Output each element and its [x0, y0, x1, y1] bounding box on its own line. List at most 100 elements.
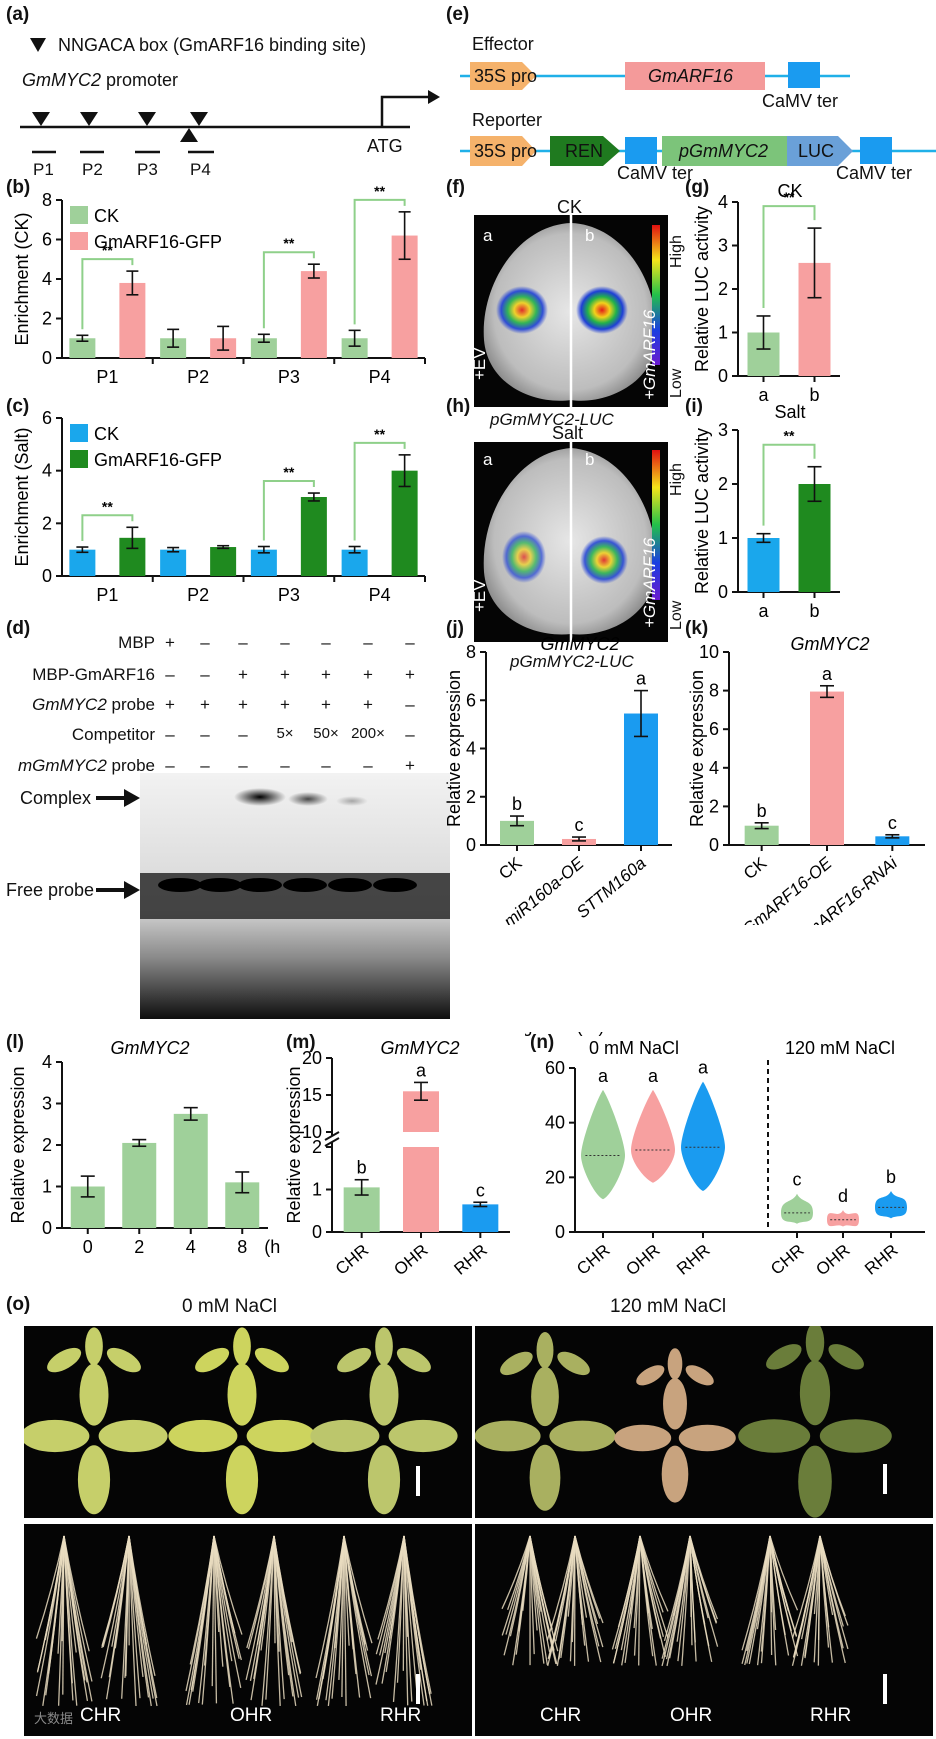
- panel-label-o: (o): [6, 1294, 31, 1315]
- panel-label-m: (m): [286, 1032, 316, 1053]
- bar: [562, 838, 596, 845]
- emsa-mark: +: [165, 695, 175, 714]
- chart-i: 0 1 2 3 Relative LUC activity Salt a b **: [692, 402, 840, 620]
- luc-image-ck: [474, 215, 668, 407]
- luc-ck-low: Low: [668, 368, 685, 398]
- leaflet: [396, 1347, 431, 1373]
- luc-ck-title: CK: [557, 197, 583, 217]
- luc-salt-title: Salt: [552, 423, 584, 443]
- significance-letter: b: [357, 1158, 367, 1178]
- root-strand: [512, 1535, 531, 1666]
- leaflet: [77, 1445, 111, 1515]
- significance-letter: a: [698, 1058, 709, 1078]
- bar: [341, 338, 368, 358]
- emsa-mark: –: [363, 756, 373, 775]
- chart-title: Salt: [774, 402, 805, 422]
- emsa-mark: –: [405, 725, 415, 744]
- violin: [681, 1081, 725, 1191]
- bar: [462, 1204, 499, 1232]
- reporter-promoter-box: [662, 136, 787, 166]
- x-tick-label: CHR: [573, 1241, 613, 1279]
- significance-label: **: [283, 235, 294, 251]
- y-tick-label: 3: [718, 236, 728, 256]
- complex-arrow-icon: [96, 789, 140, 807]
- reporter-ter2-text: CaMV ter: [836, 163, 913, 183]
- y-tick-label: 4: [466, 739, 476, 759]
- significance-bracket: [353, 441, 406, 541]
- root-strand: [403, 1535, 429, 1706]
- y-tick-label: 2: [42, 513, 52, 533]
- luc-salt-ev: +EV: [470, 579, 489, 612]
- y-tick-label: 3: [42, 1094, 52, 1114]
- scale-bar: [416, 1466, 420, 1496]
- luc-ck-ev: +EV: [470, 347, 489, 380]
- y-tick-label: 1: [312, 1180, 322, 1200]
- photo-line-ohr-0: OHR: [230, 1705, 273, 1726]
- significance-bracket: [262, 251, 315, 329]
- emsa-mark: –: [165, 756, 175, 775]
- y-tick-label: 1: [718, 528, 728, 548]
- bar: [744, 825, 779, 845]
- violin: [781, 1193, 813, 1224]
- panel-a-diagram: [20, 38, 440, 154]
- y-tick-label: 0: [709, 835, 719, 855]
- watermark: 大数据: [34, 1711, 74, 1726]
- significance-letter: b: [512, 794, 522, 814]
- panel-label-j: (j): [446, 618, 464, 639]
- promoter-gene-name: GmMYC2: [22, 70, 102, 90]
- binding-site-icon: [190, 112, 208, 126]
- leaflet: [685, 1365, 714, 1386]
- y-tick-label: 0: [466, 835, 476, 855]
- x-tick-label: CK: [495, 853, 526, 883]
- x-tick-label: CK: [740, 853, 771, 883]
- binding-site-legend: NNGACA box (GmARF16 binding site): [58, 35, 367, 55]
- root-strand: [63, 1535, 93, 1702]
- root-strand: [558, 1535, 576, 1660]
- panel-label-e: (e): [446, 4, 470, 25]
- effector-pro-text: 35S pro: [474, 66, 538, 86]
- bar: [160, 338, 187, 358]
- x-tick-label: P4: [369, 585, 391, 605]
- root-strand: [316, 1535, 345, 1707]
- reporter-terminator-1: [625, 137, 657, 164]
- y-tick-label: 15: [302, 1085, 322, 1105]
- y-axis-label: Relative expression: [8, 1066, 28, 1223]
- root-strand: [403, 1535, 432, 1694]
- root-strand: [672, 1535, 691, 1617]
- shoot-photo-120mM: [475, 1326, 933, 1518]
- y-tick-label: 8: [466, 642, 476, 662]
- legend-swatch: [70, 232, 88, 250]
- leaflet: [254, 1347, 289, 1373]
- reporter-ter1-text: CaMV ter: [617, 163, 694, 183]
- significance-bracket: [762, 205, 816, 308]
- luc-salt-side-b: b: [585, 450, 595, 469]
- y-axis-label: Relative expression: [444, 670, 464, 827]
- y-tick-label: 0: [718, 366, 728, 386]
- emsa-mark: +: [405, 665, 415, 684]
- leaflet: [225, 1445, 259, 1515]
- root-photo-0mM-image: [35, 1535, 433, 1707]
- reporter-ren-box: [550, 136, 620, 166]
- y-tick-label: 20: [545, 1167, 565, 1187]
- scale-bar: [416, 1674, 420, 1704]
- binding-site-reverse-icon: [180, 128, 198, 142]
- y-tick-label: 6: [42, 408, 52, 428]
- leaflet: [529, 1444, 561, 1511]
- emsa-mark: –: [200, 665, 210, 684]
- y-tick-label: 8: [42, 190, 52, 210]
- effector-terminator-box: [788, 62, 820, 88]
- y-tick-label: 0: [555, 1222, 565, 1242]
- root-strand: [574, 1535, 586, 1646]
- free-probe-arrow-icon: [96, 881, 140, 899]
- y-tick-label: 0: [42, 1218, 52, 1238]
- y-axis-label: Relative expression: [687, 670, 707, 827]
- root-strand: [325, 1535, 345, 1701]
- panel-label-c: (c): [6, 396, 30, 417]
- panel-label-n: (n): [530, 1032, 555, 1053]
- emsa-mark: –: [321, 756, 331, 775]
- emsa-mark: –: [238, 633, 248, 652]
- bar: [250, 338, 277, 358]
- y-tick-label: 8: [709, 681, 719, 701]
- root-strand: [105, 1535, 130, 1700]
- emsa-row-label: Competitor: [71, 725, 155, 744]
